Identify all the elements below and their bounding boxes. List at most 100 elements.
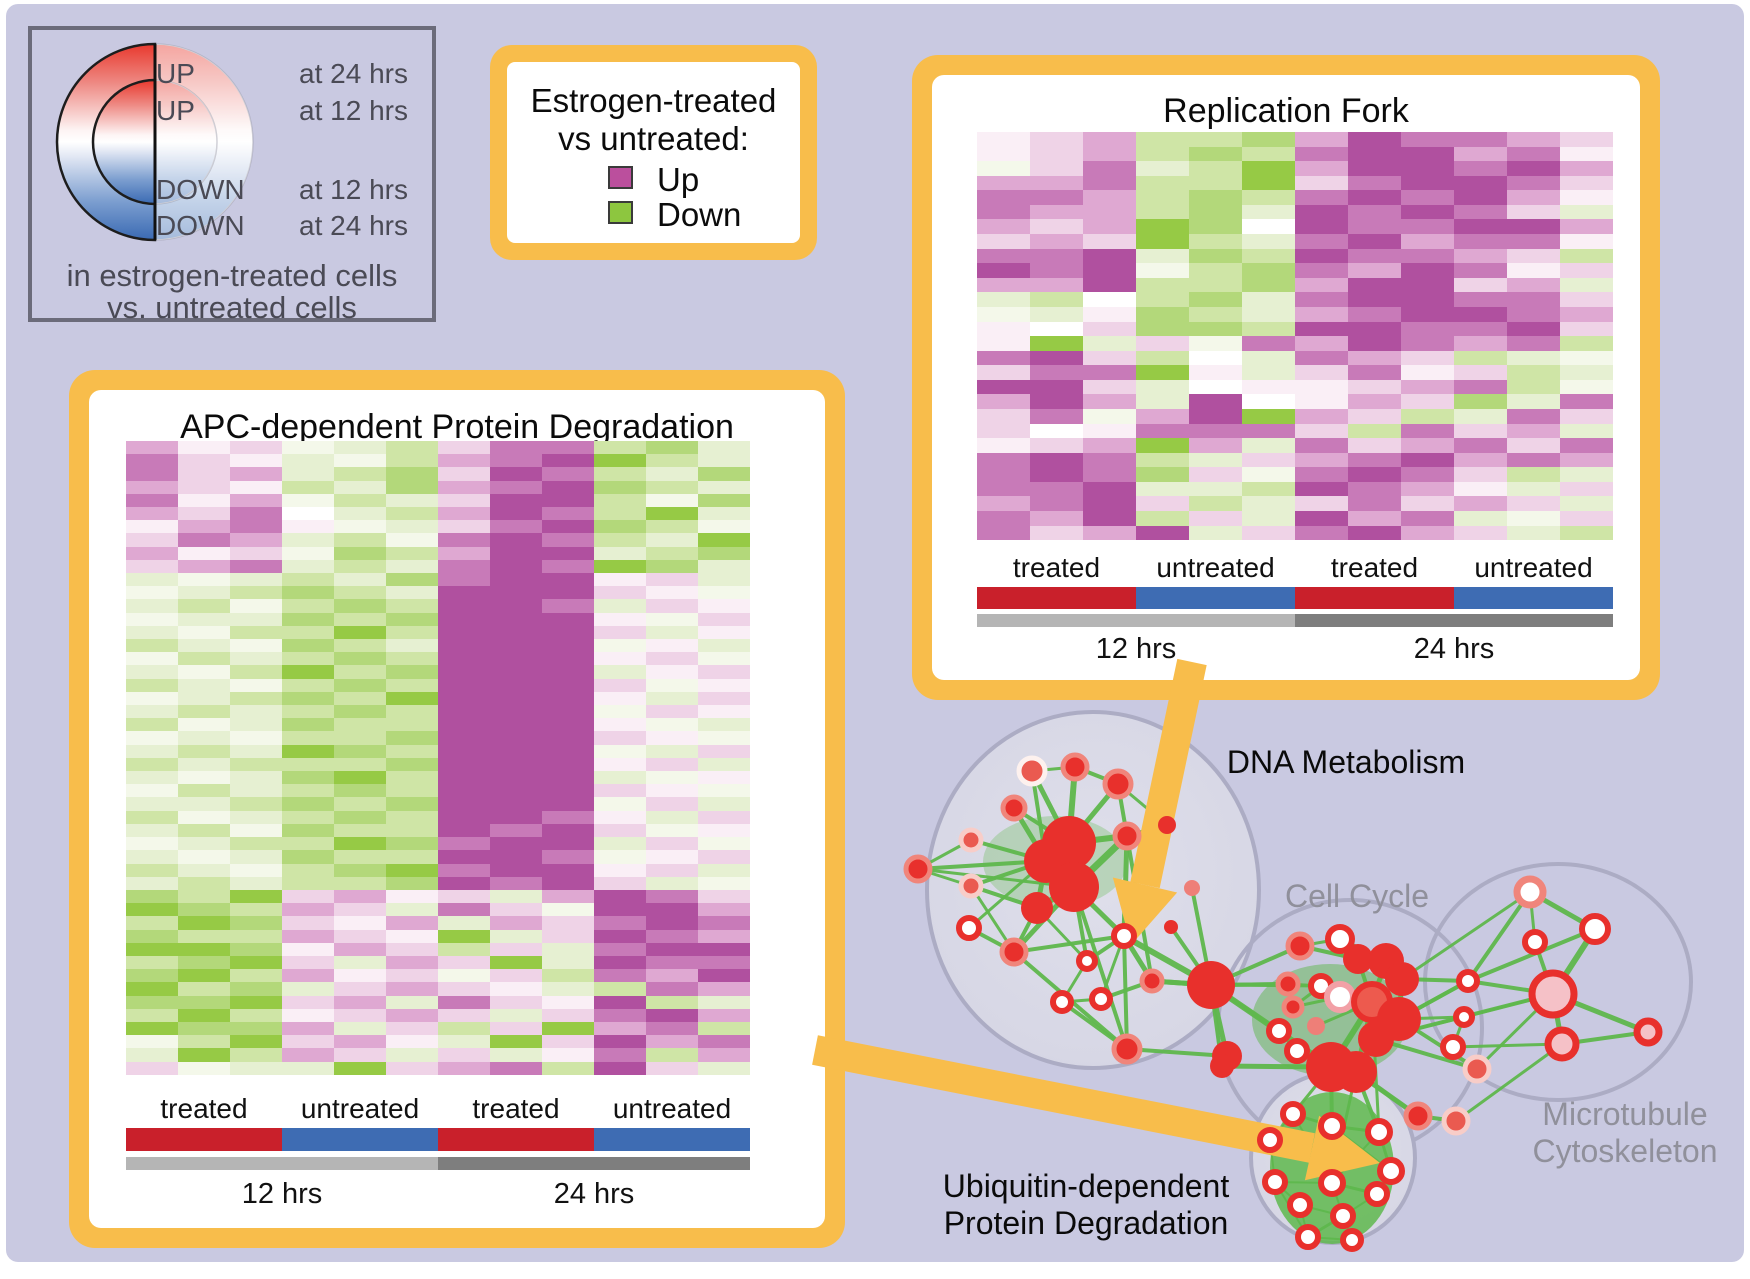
heatmap-cell bbox=[542, 705, 594, 719]
heatmap-cell bbox=[977, 190, 1030, 205]
heatmap-cell bbox=[386, 1035, 438, 1049]
heatmap-cell bbox=[490, 599, 542, 613]
heatmap-cell bbox=[334, 837, 386, 851]
gene-node bbox=[1440, 1034, 1466, 1060]
heatmap-cell bbox=[594, 454, 646, 468]
heatmap-cell bbox=[126, 639, 178, 653]
heatmap-row bbox=[126, 850, 750, 864]
inner-circle-left bbox=[91, 78, 157, 206]
heatmap-cell bbox=[1242, 175, 1295, 191]
heatmap-cell bbox=[1507, 394, 1560, 409]
axis-group-label: untreated bbox=[1156, 552, 1275, 583]
heatmap-cell bbox=[698, 810, 750, 824]
heatmap-cell bbox=[646, 810, 698, 824]
heatmap-row bbox=[977, 277, 1613, 293]
heatmap-cell bbox=[1030, 263, 1083, 278]
heatmap-cell bbox=[490, 955, 542, 970]
scale-up-24-time: at 24 hrs bbox=[299, 58, 408, 89]
heatmap-cell bbox=[1348, 467, 1401, 482]
down-label: Down bbox=[657, 196, 742, 233]
heatmap-cell bbox=[230, 678, 282, 692]
heatmap-cell bbox=[542, 757, 594, 772]
heatmap-cell bbox=[698, 493, 750, 508]
heatmap-cell bbox=[646, 691, 698, 706]
heatmap-cell bbox=[1295, 321, 1348, 337]
heatmap-cell bbox=[334, 612, 386, 626]
microtubule-cytoskeleton-circle bbox=[1423, 862, 1693, 1102]
network-edge bbox=[1466, 890, 1532, 983]
heatmap-cell bbox=[1189, 277, 1242, 293]
heatmap-cell bbox=[542, 837, 594, 851]
heatmap-cell bbox=[1136, 467, 1189, 482]
heatmap-cell bbox=[386, 691, 438, 706]
heatmap-cell bbox=[386, 533, 438, 547]
heatmap-cell bbox=[490, 533, 542, 547]
heatmap-cell bbox=[1136, 394, 1189, 409]
axis-time-label: 12 hrs bbox=[241, 1178, 323, 1210]
heatmap-cell bbox=[178, 837, 230, 851]
axis-time-bar bbox=[438, 1157, 750, 1170]
heatmap-cell bbox=[1136, 219, 1189, 235]
heatmap-cell bbox=[542, 916, 594, 930]
heatmap-cell bbox=[594, 546, 646, 560]
heatmap-cell bbox=[230, 850, 282, 864]
heatmap-cell bbox=[1242, 365, 1295, 380]
heatmap-cell bbox=[1507, 365, 1560, 380]
heatmap-cell bbox=[230, 916, 282, 930]
heatmap-cell bbox=[282, 982, 334, 996]
gene-node bbox=[958, 873, 984, 899]
heatmap-cell bbox=[490, 757, 542, 772]
heatmap-cell bbox=[1454, 511, 1507, 526]
heatmap-cell bbox=[1507, 161, 1560, 176]
heatmap-cell bbox=[334, 533, 386, 547]
heatmap-cell bbox=[1030, 321, 1083, 337]
heatmap-cell bbox=[386, 652, 438, 666]
heatmap-cell bbox=[1454, 175, 1507, 191]
heatmap-cell bbox=[1295, 277, 1348, 293]
heatmap-cell bbox=[438, 850, 490, 864]
axis-time-label: 24 hrs bbox=[1413, 633, 1495, 665]
heatmap-cell bbox=[1507, 496, 1560, 512]
heatmap-cell bbox=[698, 533, 750, 547]
heatmap-cell bbox=[542, 995, 594, 1009]
heatmap-cell bbox=[698, 1048, 750, 1062]
heatmap-cell bbox=[386, 731, 438, 745]
heatmap-row bbox=[126, 507, 750, 521]
heatmap-cell bbox=[230, 507, 282, 521]
heatmap-cell bbox=[386, 467, 438, 481]
heatmap-cell bbox=[1189, 292, 1242, 307]
apc-axis-times: 12 hrs 24 hrs bbox=[126, 1178, 750, 1211]
gene-node bbox=[1453, 1006, 1475, 1028]
ubiquitin-dependent-protein-degradation-label-line: Protein Degradation bbox=[943, 1205, 1229, 1241]
gene-node bbox=[1456, 969, 1480, 993]
heatmap-cell bbox=[334, 507, 386, 521]
heatmap-cell bbox=[178, 454, 230, 468]
heatmap-cell bbox=[594, 1035, 646, 1049]
heatmap-cell bbox=[438, 586, 490, 600]
heatmap-cell bbox=[126, 731, 178, 745]
heatmap-cell bbox=[1454, 365, 1507, 380]
heatmap-cell bbox=[646, 916, 698, 930]
heatmap-cell bbox=[230, 559, 282, 574]
network-edge bbox=[916, 867, 1076, 889]
heatmap-cell bbox=[438, 942, 490, 956]
scale-caption-line2: vs. untreated cells bbox=[107, 290, 357, 325]
gene-node bbox=[1330, 1203, 1356, 1229]
heatmap-cell bbox=[1295, 132, 1348, 147]
heatmap-cell bbox=[1083, 467, 1136, 482]
heatmap-row bbox=[977, 263, 1613, 278]
heatmap-cell bbox=[698, 718, 750, 732]
heatmap-cell bbox=[594, 678, 646, 692]
heatmap-cell bbox=[698, 586, 750, 600]
heatmap-cell bbox=[977, 175, 1030, 191]
heatmap-cell bbox=[1295, 306, 1348, 322]
heatmap-cell bbox=[230, 691, 282, 706]
heatmap-cell bbox=[1401, 175, 1454, 191]
heatmap-cell bbox=[438, 1035, 490, 1049]
gene-node bbox=[1076, 950, 1098, 972]
heatmap-cell bbox=[282, 903, 334, 917]
heatmap-cell bbox=[646, 480, 698, 494]
heatmap-cell bbox=[126, 546, 178, 560]
heatmap-cell bbox=[490, 969, 542, 983]
heatmap-cell bbox=[1242, 204, 1295, 220]
